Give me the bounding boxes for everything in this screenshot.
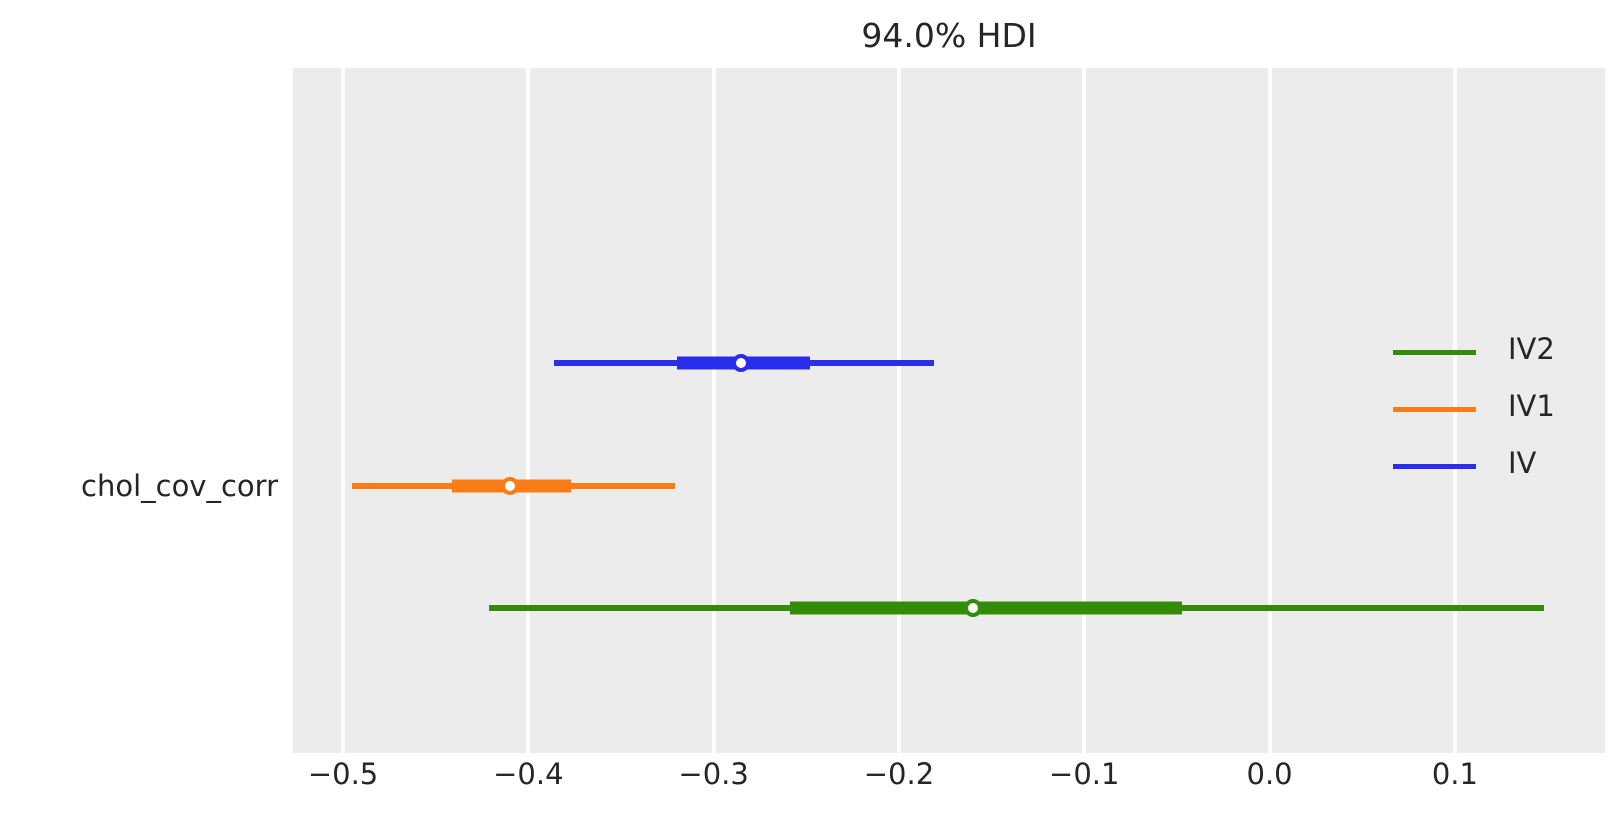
legend-line-swatch-IV1 [1393,406,1476,412]
legend-label-IV: IV [1508,446,1537,480]
point-estimate-dot-IV [732,354,751,373]
legend-label-IV2: IV2 [1508,332,1555,366]
y-axis-tick-label: chol_cov_corr [81,469,278,503]
x-axis-tick-labels: −0.5 −0.4 −0.3 −0.2 −0.1 0.0 0.1 [293,757,1605,802]
x-tick-label: −0.1 [1049,757,1120,791]
hdi-line-thick-IV2 [789,601,1183,615]
x-tick-label: 0.0 [1246,757,1293,791]
gridline [896,68,901,753]
chart-title: 94.0% HDI [861,16,1037,55]
gridline [1082,68,1087,753]
gridline [526,68,531,753]
point-estimate-dot-IV2 [964,598,983,617]
plot-area: IV2 IV1 IV [293,68,1605,753]
x-tick-label: −0.2 [863,757,935,791]
legend-line-swatch-IV2 [1393,349,1476,355]
x-tick-label: −0.4 [493,757,564,791]
point-estimate-dot-IV1 [500,476,519,495]
x-tick-label: 0.1 [1431,757,1478,791]
gridline [341,68,346,753]
x-tick-label: −0.5 [307,757,379,791]
x-tick-label: −0.3 [678,757,749,791]
gridline [711,68,716,753]
legend-label-IV1: IV1 [1508,389,1555,423]
gridline [1267,68,1272,753]
legend-line-swatch-IV [1393,463,1476,469]
